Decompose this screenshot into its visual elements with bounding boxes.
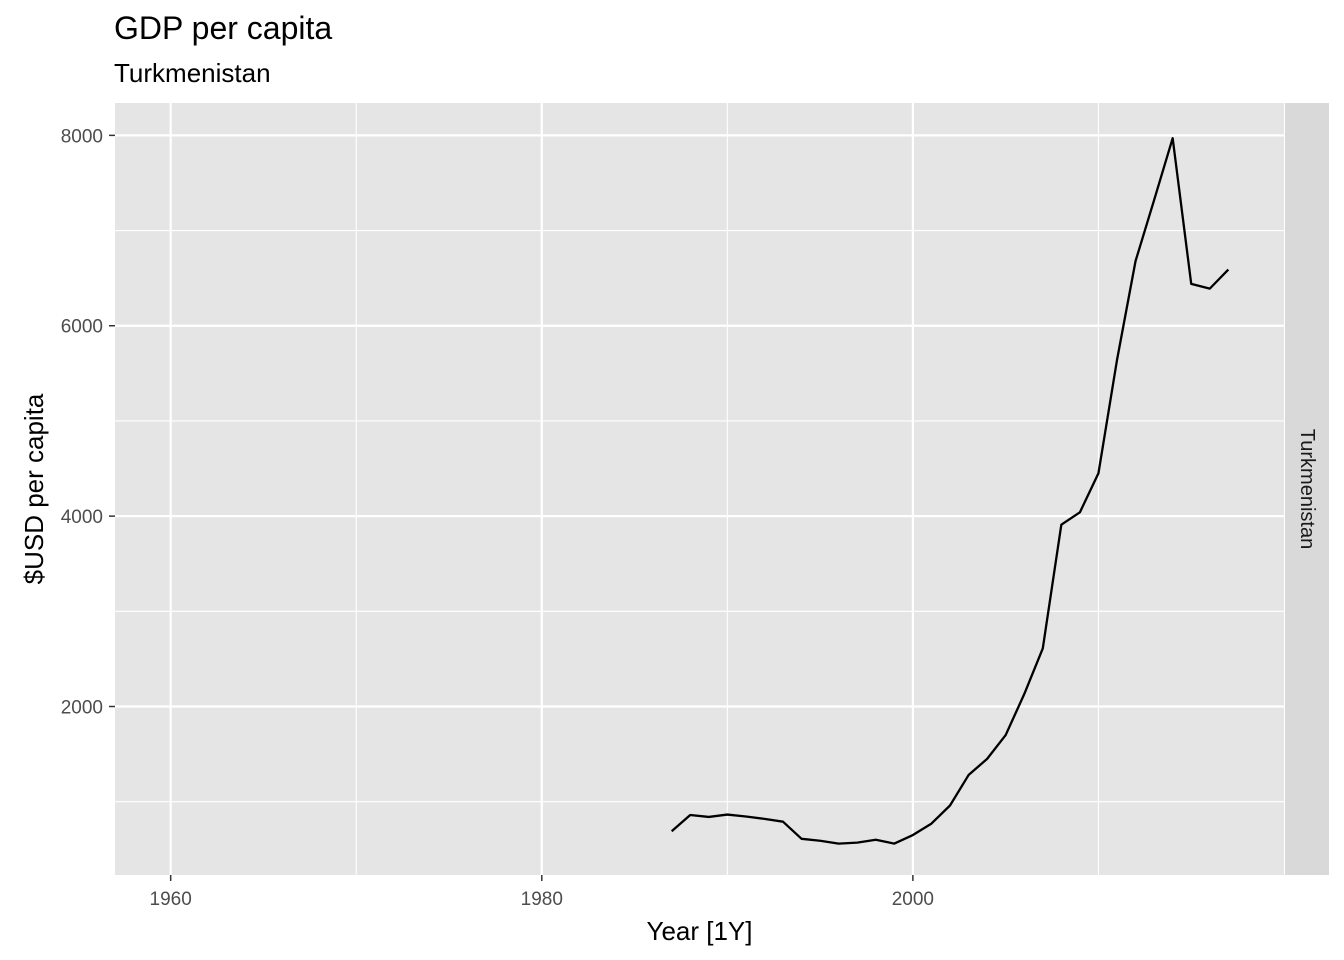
series-layer (670, 137, 1230, 845)
y-tick-label: 4000 (61, 507, 103, 528)
x-tick-label: 1960 (150, 889, 192, 910)
x-tick-label: 2000 (892, 889, 934, 910)
y-tick-label: 8000 (61, 126, 103, 147)
facet-strip-label: Turkmenistan (1296, 429, 1318, 549)
minor-gridlines (115, 103, 1284, 875)
y-tick-label: 2000 (61, 698, 103, 719)
x-axis: 1960 1980 2000 (150, 875, 934, 910)
x-axis-title: Year [1Y] (646, 916, 752, 946)
plot-panel (115, 103, 1284, 875)
y-axis-title: $USD per capita (19, 393, 49, 584)
chart-title: GDP per capita (114, 10, 332, 46)
y-axis: 2000 4000 6000 8000 (61, 126, 115, 719)
x-tick-label: 1980 (521, 889, 563, 910)
major-gridlines (115, 103, 1284, 875)
series-line (670, 137, 1230, 845)
facet-strip (1285, 103, 1329, 875)
chart-subtitle: Turkmenistan (114, 58, 271, 88)
y-tick-label: 6000 (61, 317, 103, 338)
